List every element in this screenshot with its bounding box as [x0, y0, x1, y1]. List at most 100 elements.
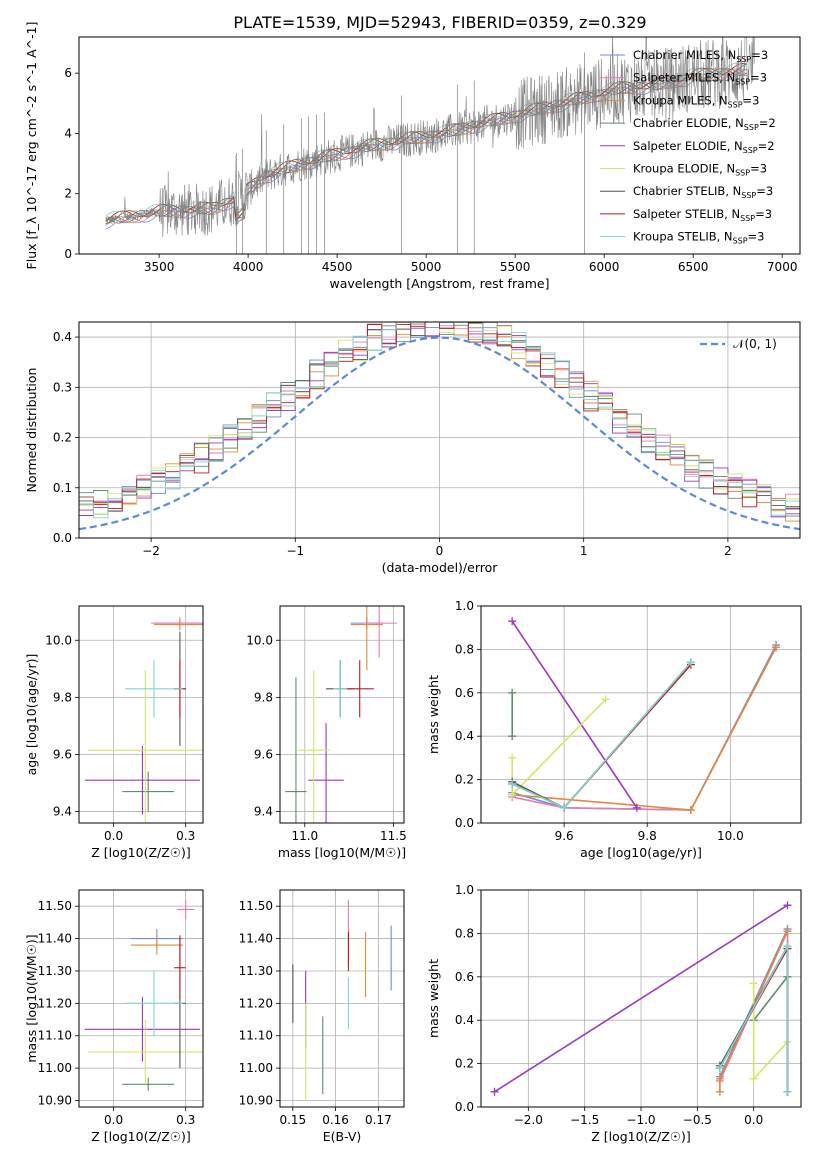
plot-area	[105, 37, 756, 254]
x-axis-label: E(B-V)	[323, 1129, 362, 1144]
weight-marker-kroupa-miles	[772, 643, 781, 652]
y-tick-label: 9.6	[254, 747, 273, 761]
y-tick-label: 0.4	[53, 330, 72, 344]
x-tick-label: −1	[286, 544, 304, 558]
x-tick-label: −2	[142, 544, 160, 558]
legend-label-normal: 𝒩(0, 1)	[733, 337, 777, 351]
x-axis-label: Z [log10(Z/Z☉)]	[91, 1129, 191, 1144]
weight-marker-kroupa-stelib	[508, 779, 517, 788]
axes-frame	[279, 889, 405, 1108]
axes-frame	[78, 889, 204, 1108]
axes-frame	[78, 321, 801, 539]
x-tick-label: −0.5	[683, 1113, 712, 1127]
legend-label-salpeter-elodie: Salpeter ELODIE, NSSP=2	[633, 139, 775, 155]
x-tick-label: 2	[724, 544, 732, 558]
y-tick-label: 0.6	[455, 970, 474, 984]
x-axis-label: mass [log10(M/M☉)]	[278, 845, 406, 860]
y-tick-label: 0.2	[455, 1057, 474, 1071]
plot-area	[292, 899, 392, 1101]
chart-mass-vs-ebv: 0.15 0.16 0.17 10.90 11.00 11.10 11.20 11.30 11.…	[239, 889, 405, 1144]
axes-frame	[480, 889, 802, 1108]
weight-marker-kroupa-miles	[715, 1074, 724, 1083]
x-tick-label: −2.0	[514, 1113, 543, 1127]
y-tick-label: 1.0	[455, 883, 474, 897]
x-tick-label: 4500	[322, 260, 353, 274]
y-tick-label: 6	[64, 66, 72, 80]
x-axis-label: (data-model)/error	[382, 560, 499, 575]
y-axis-label: mass [log10(M/M☉)]	[24, 934, 39, 1062]
legend-label-salpeter-stelib: Salpeter STELIB, NSSP=3	[633, 207, 772, 223]
axes-frame	[78, 605, 204, 824]
y-tick-label: 11.30	[239, 964, 273, 978]
y-tick-label: 0.0	[455, 1100, 474, 1114]
y-tick-label: 4	[64, 126, 72, 140]
y-tick-label: 11.50	[239, 899, 273, 913]
y-tick-label: 0.2	[455, 773, 474, 787]
plot-area	[79, 322, 800, 538]
weight-marker-kroupa-elodie	[601, 695, 610, 704]
weight-marker-salpeter-elodie	[508, 617, 517, 626]
weight-marker-kroupa-stelib	[783, 1087, 792, 1096]
y-axis-label: mass weight	[426, 959, 441, 1038]
chart-residuals: −2 −1 0 1 2 0.0 0.1 0.2 0.3 0.4 (data-model)/error…	[24, 321, 801, 575]
weight-line-salpeter-elodie	[494, 904, 788, 1093]
x-tick-label: 11.0	[291, 829, 318, 843]
x-tick-label: 10.0	[717, 829, 744, 843]
weight-marker-kroupa-miles	[783, 927, 792, 936]
weight-line-chabrier-elodie	[753, 976, 789, 1021]
weight-marker-salpeter-elodie	[783, 901, 792, 910]
histogram-kroupa-stelib	[79, 322, 800, 538]
chart-spectrum: 3500 4000 4500 5000 5500 6000 6500 7000 0 2 4 6 wave…	[24, 22, 801, 291]
y-tick-label: 0	[64, 247, 72, 261]
y-tick-label: 0.8	[455, 642, 474, 656]
legend-label-salpeter-miles: Salpeter MILES, NSSP=3	[633, 71, 767, 87]
weight-marker-chabrier-elodie	[508, 688, 517, 697]
x-tick-label: 0.0	[104, 829, 123, 843]
x-tick-label: 0.3	[176, 1113, 195, 1127]
y-tick-label: 11.30	[38, 964, 72, 978]
weight-marker-kroupa-miles	[686, 805, 695, 814]
x-axis-label: wavelength [Angstrom, rest frame]	[329, 276, 549, 291]
x-tick-label: 0.3	[176, 829, 195, 843]
x-tick-label: 0.0	[104, 1113, 123, 1127]
weight-marker-salpeter-elodie	[632, 803, 641, 812]
y-tick-label: 9.8	[53, 690, 72, 704]
chart-weight-vs-age: 9.6 9.8 10.0 0.0 0.2 0.4 0.6 0.8 1.0 age [log10(a…	[426, 599, 802, 860]
legend-label-kroupa-elodie: Kroupa ELODIE, NSSP=3	[633, 162, 767, 178]
weight-marker-kroupa-elodie	[508, 790, 517, 799]
plot-area	[84, 899, 203, 1091]
x-axis-label: age [log10(age/yr)]	[580, 845, 702, 860]
weight-marker-kroupa-stelib	[560, 803, 569, 812]
x-axis-label: Z [log10(Z/Z☉)]	[91, 845, 191, 860]
x-axis-label: Z [log10(Z/Z☉)]	[591, 1129, 691, 1144]
y-tick-label: 11.20	[239, 996, 273, 1010]
data-spectrum	[105, 37, 756, 238]
x-tick-label: 3500	[144, 260, 175, 274]
chart-age-vs-Z: 0.0 0.3 9.4 9.6 9.8 10.0 Z [log10(Z/Z☉)] age [l…	[24, 605, 204, 860]
legend-label-chabrier-elodie: Chabrier ELODIE, NSSP=2	[633, 116, 776, 132]
axes-frame	[78, 36, 801, 255]
plot-area	[285, 606, 397, 823]
weight-line-salpeter-elodie	[511, 620, 638, 809]
y-tick-label: 11.00	[239, 1061, 273, 1075]
y-tick-label: 2	[64, 187, 72, 201]
weight-marker-salpeter-elodie	[490, 1087, 499, 1096]
x-tick-label: 5500	[500, 260, 531, 274]
x-tick-label: 0.17	[365, 1113, 392, 1127]
y-tick-label: 10.0	[45, 633, 72, 647]
x-tick-label: 0.15	[279, 1113, 306, 1127]
weight-marker-kroupa-elodie	[508, 753, 517, 762]
y-tick-label: 11.40	[239, 932, 273, 946]
x-tick-label: 11.5	[380, 829, 407, 843]
y-tick-label: 10.0	[246, 633, 273, 647]
x-tick-label: 0.0	[744, 1113, 763, 1127]
y-tick-label: 11.50	[38, 899, 72, 913]
normal-curve	[79, 336, 800, 531]
weight-marker-kroupa-stelib	[715, 1063, 724, 1072]
axes-frame	[279, 605, 405, 824]
weight-marker-kroupa-stelib	[686, 658, 695, 667]
legend-label-chabrier-stelib: Chabrier STELIB, NSSP=3	[633, 184, 773, 200]
histogram-chabrier-stelib	[79, 322, 800, 538]
plot-area	[490, 901, 792, 1096]
y-axis-label: mass weight	[426, 675, 441, 754]
